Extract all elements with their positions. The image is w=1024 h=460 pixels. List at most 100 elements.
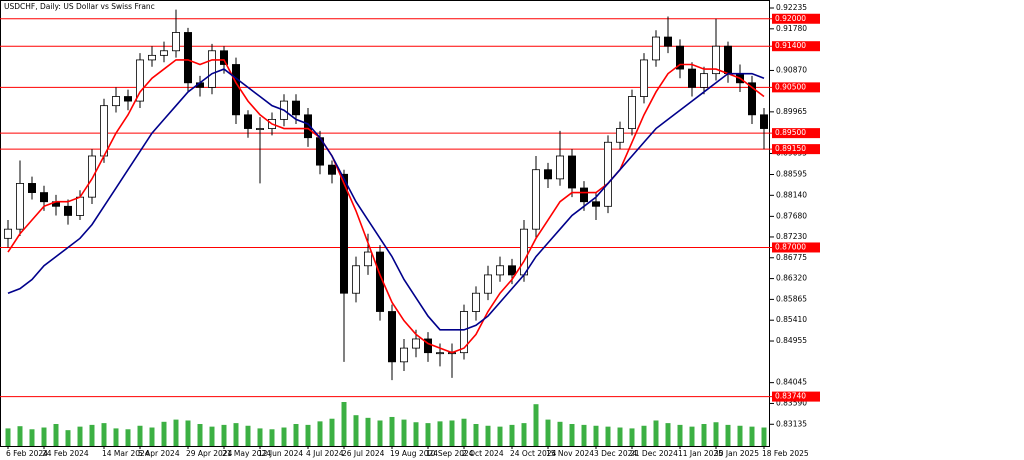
candle-body	[15, 183, 24, 230]
candle-body	[640, 59, 649, 97]
volume-bar	[305, 424, 311, 446]
y-tick-label: 0.83135	[776, 419, 807, 428]
volume-bar	[485, 425, 491, 446]
volume-bar	[461, 418, 467, 446]
y-tick-label: 0.88140	[776, 190, 807, 199]
candle-body	[556, 155, 565, 180]
candle-body	[207, 50, 216, 88]
x-tick-label: 6 Feb 2024	[6, 449, 48, 458]
volume-bar	[293, 424, 299, 446]
volume-bar	[173, 419, 179, 446]
candle-body	[724, 45, 733, 75]
candle-body	[351, 265, 360, 294]
candle-body	[112, 96, 121, 107]
volume-bar	[617, 427, 623, 446]
candle-body	[459, 311, 468, 354]
volume-bar	[689, 426, 695, 446]
volume-bar	[137, 425, 143, 446]
candle-body	[471, 292, 480, 312]
volume-bar	[89, 424, 95, 446]
volume-bar	[113, 428, 119, 446]
level-label: 0.89500	[775, 128, 806, 137]
volume-bar	[389, 416, 395, 446]
volume-bar	[221, 424, 227, 446]
volume-bar	[665, 423, 671, 446]
x-tick-label: 18 Feb 2025	[762, 449, 809, 458]
volume-bar	[629, 428, 635, 446]
x-tick-label: 12 Jun 2024	[258, 449, 303, 458]
candle-body	[712, 45, 721, 75]
plot-frame	[0, 0, 770, 447]
y-tick-label: 0.85865	[776, 294, 807, 303]
y-tick-label: 0.88595	[776, 170, 807, 179]
volume-bar	[725, 424, 731, 446]
candle-body	[520, 228, 529, 276]
volume-bar	[185, 420, 191, 446]
x-tick-label: 24 Feb 2024	[42, 449, 89, 458]
candle-body	[760, 114, 769, 129]
y-tick-label: 0.92235	[776, 3, 807, 12]
candle-body	[532, 169, 541, 230]
candle-body	[64, 205, 73, 216]
volume-bar	[593, 425, 599, 446]
volume-bar	[437, 421, 443, 446]
candle-body	[159, 50, 168, 56]
volume-bar	[401, 419, 407, 446]
candle-body	[100, 105, 109, 157]
level-label-box	[772, 41, 820, 52]
volume-bar	[497, 426, 503, 446]
volume-bar	[317, 421, 323, 446]
volume-bar	[449, 420, 455, 446]
x-tick-label: 21 May 2024	[222, 449, 271, 458]
candle-body	[243, 114, 252, 129]
moving-average	[7, 59, 765, 354]
y-tick-label: 0.86320	[776, 274, 807, 283]
volume-bar	[557, 421, 563, 446]
moving-average	[7, 68, 765, 331]
candle-body	[231, 64, 240, 116]
volume-bar	[281, 427, 287, 446]
y-tick-label: 0.84045	[776, 378, 807, 387]
x-tick-label: 10 Sep 2024	[426, 449, 474, 458]
x-tick-label: 14 Mar 2024	[102, 449, 150, 458]
x-tick-label: 3 Dec 2024	[594, 449, 637, 458]
volume-bar	[341, 402, 347, 446]
volume-bar	[677, 424, 683, 446]
volume-bar	[41, 427, 47, 446]
y-tick-label: 0.91780	[776, 24, 807, 33]
candle-body	[616, 128, 625, 143]
volume-bar	[53, 424, 59, 446]
level-label: 0.90500	[775, 82, 806, 91]
volume-bar	[569, 424, 575, 446]
candle-body	[135, 59, 144, 102]
candle-body	[40, 192, 49, 203]
volume-bar	[245, 425, 251, 446]
volume-bar	[149, 427, 155, 446]
volume-bar	[269, 429, 275, 446]
volume-bar	[17, 426, 23, 446]
candle-body	[147, 54, 156, 61]
candle-body	[544, 169, 553, 180]
level-label-box	[772, 128, 820, 139]
volume-bar	[761, 427, 767, 446]
candle-body	[219, 50, 228, 65]
candle-body	[592, 201, 601, 207]
candle-body	[76, 196, 85, 216]
volume-bar	[101, 423, 107, 446]
volume-bar	[329, 418, 335, 446]
volume-bar	[209, 426, 215, 446]
x-tick-label: 26 Jul 2024	[342, 449, 385, 458]
y-tick-label: 0.90870	[776, 65, 807, 74]
volume-bar	[425, 423, 431, 446]
level-label: 0.87000	[775, 242, 806, 251]
candle-body	[339, 173, 348, 294]
volume-bar	[533, 404, 539, 446]
volume-bar	[521, 423, 527, 446]
candle-body	[435, 352, 444, 355]
candle-body	[327, 164, 336, 175]
candle-body	[255, 128, 264, 130]
candle-body	[303, 114, 312, 139]
chart-title: USDCHF, Daily: US Dollar vs Swiss Franc	[4, 2, 155, 11]
volume-bar	[5, 428, 11, 446]
volume-bar	[65, 430, 71, 446]
